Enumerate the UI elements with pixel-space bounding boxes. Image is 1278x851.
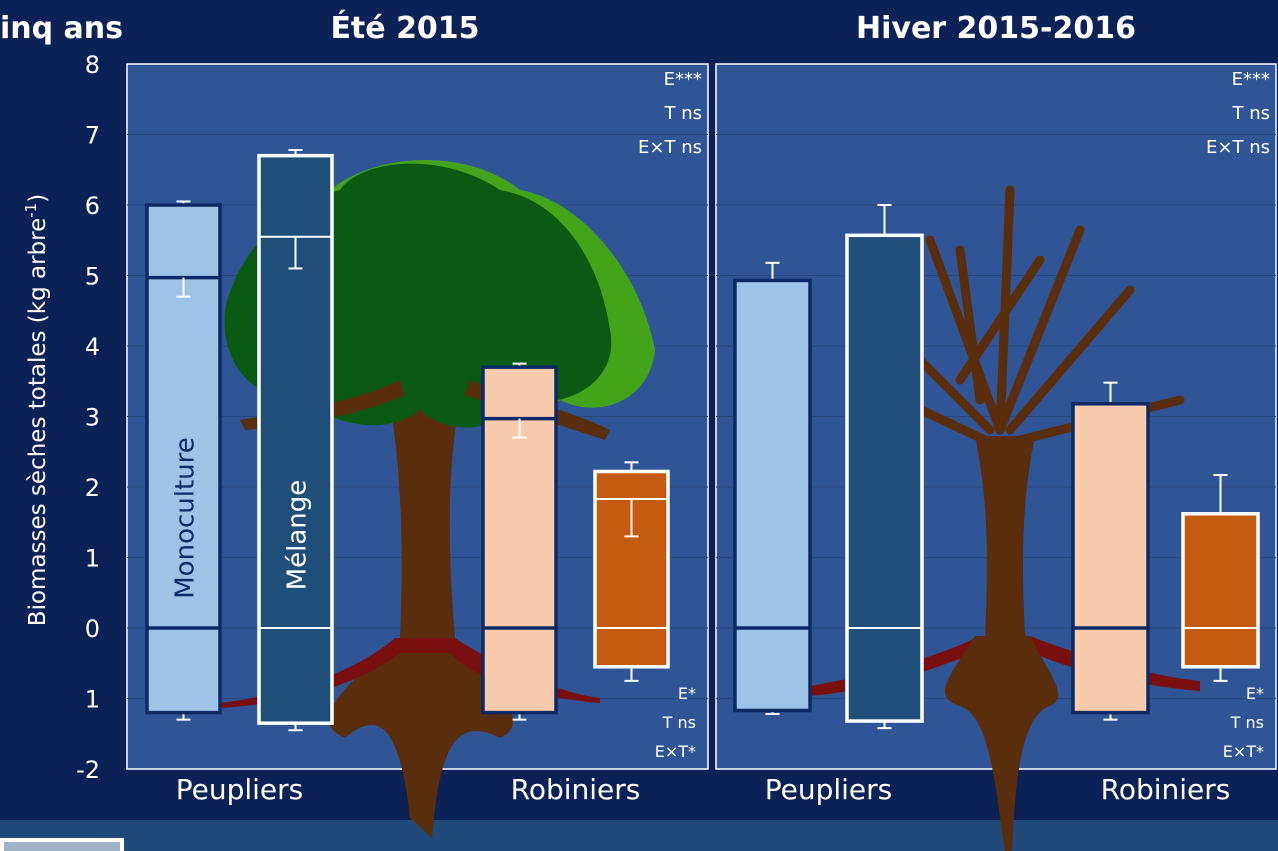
stat-annotation: E×T ns — [638, 137, 702, 158]
y-tick-label: 1 — [85, 686, 100, 714]
panel-title: Été 2015 — [330, 10, 479, 46]
error-bar — [512, 418, 527, 439]
error-bar — [765, 261, 780, 281]
bottom-strip — [0, 820, 1278, 851]
y-tick-label: 6 — [85, 192, 100, 220]
error-bar — [1103, 381, 1118, 404]
error-bar — [288, 236, 303, 270]
panel-title: Hiver 2015-2016 — [856, 11, 1136, 46]
charts: Été 2015 -2 1 0 1 2 3 4 5 6 7 8 Biomasses sèches tot… — [22, 10, 1277, 851]
stat-annotation: E×T* — [1223, 742, 1264, 761]
stat-annotation: T ns — [663, 103, 702, 124]
tree-branch — [995, 225, 1085, 435]
error-bar — [176, 277, 191, 298]
tree-roots — [944, 636, 1059, 851]
error-bar — [877, 204, 892, 236]
stat-annotation: E* — [1246, 684, 1264, 703]
stat-annotation: E* — [678, 684, 696, 703]
y-axis-label-sup: -1 — [22, 203, 40, 218]
stat-annotation: T ns — [662, 713, 696, 732]
stat-annotation: E×T* — [655, 742, 696, 761]
bar-label: Monoculture — [171, 437, 201, 599]
stat-annotation: E×T ns — [1206, 137, 1270, 158]
x-tick-label: Robiniers — [1101, 773, 1231, 806]
x-tick-label: Peupliers — [765, 773, 893, 806]
stat-annotation: T ns — [1230, 713, 1264, 732]
y-axis-label-end: ) — [25, 194, 51, 203]
bar: Mélange — [257, 149, 334, 732]
x-tick-label: Peupliers — [176, 773, 304, 806]
bar-body — [1071, 402, 1150, 715]
thumbnail-image — [4, 842, 120, 851]
stat-annotation: E*** — [664, 69, 702, 90]
stat-annotation: T ns — [1231, 103, 1270, 124]
tree-roots — [328, 638, 514, 838]
y-tick-label: 5 — [85, 263, 100, 291]
bar-body — [1181, 512, 1260, 669]
bar-body — [845, 233, 924, 723]
stat-annotation: E*** — [1232, 69, 1270, 90]
y-tick-label: 1 — [85, 545, 100, 573]
panel: Hiver 2015-2016 Peupliers Robiniers E*** T n… — [715, 11, 1277, 851]
bar-body — [733, 278, 812, 713]
error-bar — [624, 666, 639, 682]
y-tick-label: -2 — [76, 756, 100, 784]
error-bar — [1213, 474, 1228, 514]
bar — [1181, 474, 1260, 682]
bar — [593, 461, 670, 682]
y-axis-label-text: Biomasses sèches totales (kg arbre — [25, 218, 51, 626]
bar — [1071, 381, 1150, 721]
bar — [481, 362, 558, 721]
slide-title: inq ans — [0, 11, 123, 46]
y-axis-label: Biomasses sèches totales (kg arbre-1) — [22, 194, 51, 626]
panel: Été 2015 -2 1 0 1 2 3 4 5 6 7 8 Biomasses sèches tot… — [22, 10, 709, 838]
x-tick-label: Robiniers — [511, 773, 641, 806]
y-tick-label: 7 — [85, 122, 100, 150]
bar-label: Mélange — [283, 480, 313, 591]
y-tick-label: 3 — [85, 404, 100, 432]
tree-trunk — [385, 378, 465, 638]
error-bar — [1213, 666, 1228, 682]
tree-branch — [1005, 285, 1135, 435]
tree-branch — [955, 245, 985, 405]
y-tick-label: 4 — [85, 333, 100, 361]
error-bar — [624, 498, 639, 538]
bar: Monoculture — [145, 200, 222, 721]
tree-trunk — [975, 436, 1035, 636]
y-tick-label: 2 — [85, 474, 100, 502]
tree-branch — [925, 235, 1005, 435]
bar — [845, 204, 924, 730]
y-tick-label: 8 — [85, 51, 100, 79]
y-tick-label: 0 — [85, 615, 100, 643]
bar — [733, 261, 812, 716]
